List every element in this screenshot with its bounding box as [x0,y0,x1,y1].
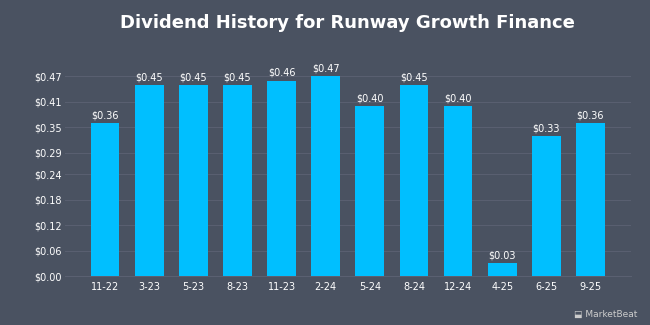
Text: $0.33: $0.33 [532,123,560,133]
Text: ⬓ MarketBeat: ⬓ MarketBeat [573,309,637,318]
Bar [311,76,340,276]
Bar [576,123,604,276]
Bar [135,85,164,276]
Bar [488,264,517,276]
Bar [91,123,120,276]
Bar [532,136,561,276]
Text: $0.45: $0.45 [224,72,252,82]
Text: $0.40: $0.40 [445,94,472,104]
Text: $0.36: $0.36 [91,111,119,121]
Bar [356,106,384,276]
Bar [223,85,252,276]
Text: $0.45: $0.45 [179,72,207,82]
Text: $0.47: $0.47 [312,64,339,74]
Bar [267,81,296,276]
Bar [444,106,473,276]
Text: $0.03: $0.03 [488,251,516,261]
Text: $0.36: $0.36 [577,111,604,121]
Text: $0.40: $0.40 [356,94,384,104]
Text: $0.46: $0.46 [268,68,295,78]
Text: $0.45: $0.45 [135,72,163,82]
Title: Dividend History for Runway Growth Finance: Dividend History for Runway Growth Finan… [120,14,575,32]
Bar [400,85,428,276]
Text: $0.45: $0.45 [400,72,428,82]
Bar [179,85,207,276]
